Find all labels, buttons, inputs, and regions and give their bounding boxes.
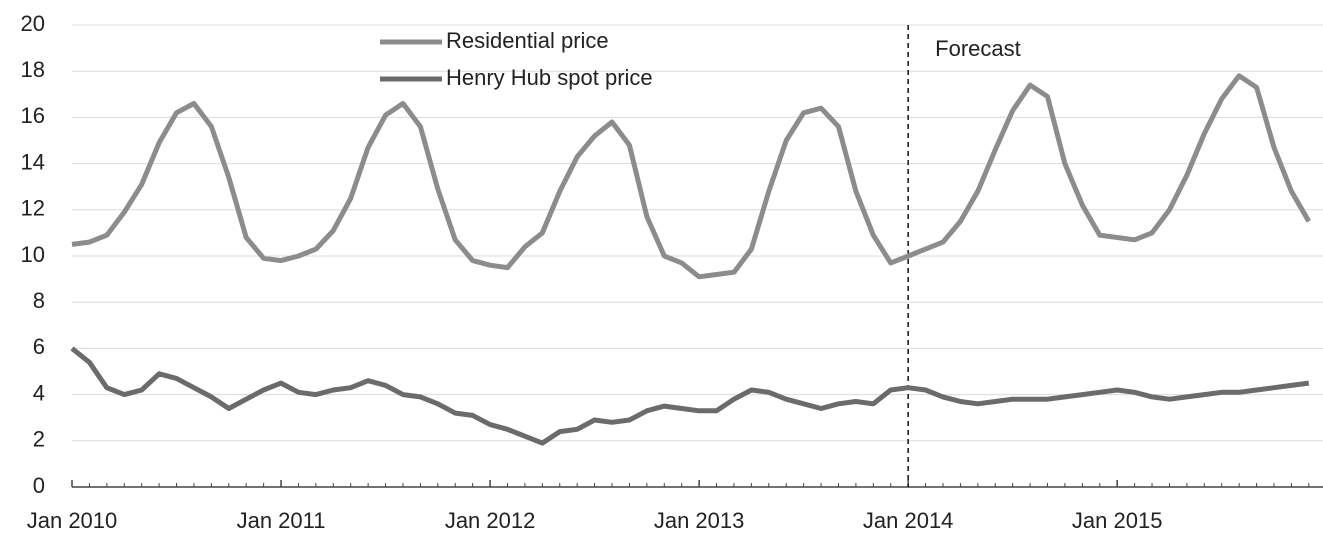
y-tick-label: 6 xyxy=(33,334,45,359)
y-tick-label: 2 xyxy=(33,427,45,452)
legend-label: Henry Hub spot price xyxy=(446,65,653,90)
x-tick-label: Jan 2014 xyxy=(863,508,954,533)
y-tick-label: 0 xyxy=(33,473,45,498)
series-line xyxy=(71,73,1311,280)
x-tick-label: Jan 2012 xyxy=(445,508,536,533)
x-tick-label: Jan 2013 xyxy=(654,508,745,533)
series-line xyxy=(70,346,1310,446)
y-tick-label: 4 xyxy=(33,380,45,405)
y-tick-label: 8 xyxy=(33,288,45,313)
x-tick-label: Jan 2015 xyxy=(1072,508,1163,533)
y-tick-label: 14 xyxy=(21,149,45,174)
y-tick-label: 12 xyxy=(21,196,45,221)
y-tick-label: 18 xyxy=(21,57,45,82)
y-tick-label: 10 xyxy=(21,242,45,267)
forecast-label: Forecast xyxy=(935,36,1021,61)
legend-label: Residential price xyxy=(446,28,609,53)
y-tick-label: 16 xyxy=(21,103,45,128)
x-tick-label: Jan 2010 xyxy=(27,508,118,533)
y-tick-label: 20 xyxy=(21,11,45,36)
x-tick-label: Jan 2011 xyxy=(237,508,326,533)
